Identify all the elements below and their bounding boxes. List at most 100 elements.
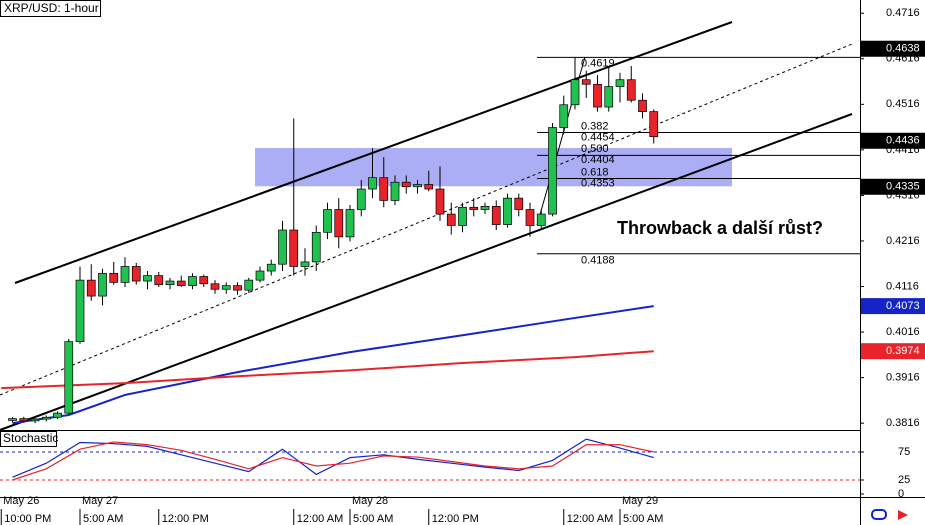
channel-lower (0, 113, 853, 431)
fib-price-label: 0.4404 (581, 154, 615, 166)
candle-body (98, 272, 107, 297)
fib-price-label: 0.4353 (581, 177, 615, 189)
candle-body (131, 266, 141, 282)
candle-body (480, 205, 490, 210)
candle-body (199, 276, 209, 285)
candle-body (593, 83, 602, 108)
candle-body (311, 231, 321, 263)
indicator-title: Stochastic (3, 431, 58, 445)
fib-ratio-label: 0.618 (581, 166, 609, 178)
x-tick-label: 12:00 AM (297, 513, 343, 525)
candle-body (458, 206, 467, 226)
candle-body (559, 104, 569, 128)
candle-body (514, 197, 524, 210)
candle-body (300, 261, 310, 267)
candle-body (188, 276, 197, 286)
candle-body (626, 79, 636, 101)
date-label: May 28 (352, 495, 388, 507)
candle-body (469, 206, 479, 210)
candle-body (604, 86, 614, 108)
indicator-y-tick-label: 25 (898, 474, 910, 486)
date-label: May 26 (3, 495, 39, 507)
candle-body (638, 99, 647, 112)
price-tag (861, 178, 925, 195)
candle-body (8, 418, 17, 421)
y-tick-label: 0.4516 (886, 98, 920, 110)
fib-price-label: 0.4188 (581, 255, 615, 267)
candle-body (413, 184, 422, 188)
candle-body (615, 79, 625, 87)
candle-body (210, 283, 220, 290)
link-icon[interactable] (871, 509, 887, 520)
indicator-y-tick-label: 0 (898, 488, 904, 500)
candle-body (120, 266, 130, 283)
fib-ratio-label: 0.500 (581, 143, 609, 155)
price-tag (861, 298, 925, 315)
x-tick-label: 5:00 AM (353, 513, 393, 525)
candle-body (221, 285, 231, 290)
candle-body (368, 177, 377, 190)
candle-body (289, 229, 299, 267)
candle-body (176, 280, 186, 286)
moving-average (12, 305, 654, 425)
candle-body (570, 79, 580, 106)
x-tick-label: 5:00 AM (83, 513, 123, 525)
candle-body (548, 127, 557, 215)
indicator-line (12, 441, 654, 481)
candle-body (356, 188, 366, 210)
price-tag (861, 40, 925, 57)
candle-body (233, 285, 242, 291)
candle-body (323, 209, 332, 233)
candle-body (435, 188, 445, 215)
candle-body (266, 263, 276, 272)
candle-body (334, 209, 344, 238)
candle-body (491, 205, 501, 225)
fib-price-label: 0.4619 (581, 57, 615, 69)
candle-body (154, 275, 164, 286)
y-tick-label: 0.4616 (886, 53, 920, 65)
date-label: May 29 (622, 495, 658, 507)
x-tick-label: 5:00 AM (623, 513, 663, 525)
candle-body (86, 279, 96, 297)
candle-body (503, 197, 512, 225)
candle-body (345, 209, 355, 238)
price-tag-label: 0.4638 (886, 43, 920, 55)
candle-body (19, 418, 29, 422)
candle-body (41, 416, 51, 420)
y-tick-label: 0.3816 (886, 417, 920, 429)
fib-ratio-label: 0.382 (581, 120, 609, 132)
footer-icons[interactable] (871, 509, 908, 520)
candle-body (649, 111, 659, 138)
y-tick-label: 0.3916 (886, 372, 920, 384)
y-tick-label: 0.4716 (886, 7, 920, 19)
x-tick-label: 10:00 PM (4, 513, 51, 525)
candle-body (255, 270, 265, 281)
indicator-y-tick-label: 75 (898, 446, 910, 458)
indicator-title-box (0, 431, 57, 447)
price-tag-label: 0.4335 (886, 181, 920, 193)
candle-body (53, 412, 62, 418)
candle-body (244, 279, 254, 291)
candle-body (401, 181, 411, 188)
x-tick-label: 12:00 AM (567, 513, 613, 525)
price-tag-label: 0.3974 (886, 345, 920, 357)
candle-body (581, 79, 591, 85)
chart-title: XRP/USD: 1-hour (4, 1, 99, 15)
candle-body (165, 280, 175, 286)
candle-body (390, 181, 400, 201)
fib-price-label: 0.4454 (581, 131, 615, 143)
y-tick-label: 0.4216 (886, 235, 920, 247)
price-tag (861, 132, 925, 149)
price-tag-label: 0.4436 (886, 135, 920, 147)
arrow-icon[interactable] (898, 510, 908, 520)
y-tick-label: 0.4016 (886, 326, 920, 338)
candle-body (525, 209, 535, 226)
candle-body (30, 418, 40, 422)
candle-body (64, 341, 74, 414)
candle-body (379, 177, 389, 201)
date-label: May 27 (82, 495, 118, 507)
candle-body (446, 213, 456, 226)
